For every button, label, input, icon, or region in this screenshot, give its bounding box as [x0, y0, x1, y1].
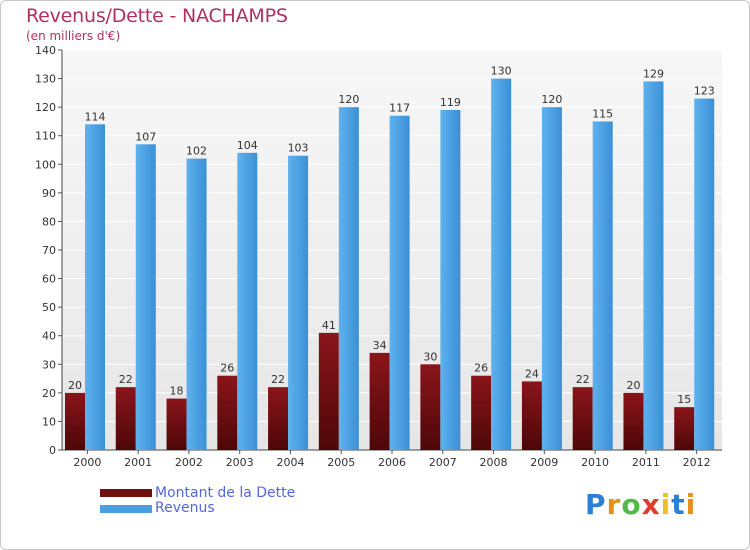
data-label-dette: 15: [677, 393, 691, 406]
y-tick-label: 80: [42, 215, 56, 228]
logo-letter: P: [585, 488, 607, 521]
bar-revenus: [592, 121, 613, 450]
data-label-revenus: 114: [85, 110, 106, 123]
bar-dette: [369, 352, 390, 450]
legend-label-revenus: Revenus: [155, 500, 215, 516]
x-tick-label: 2000: [73, 456, 101, 469]
data-label-revenus: 120: [338, 93, 359, 106]
bar-revenus: [135, 144, 156, 451]
data-label-dette: 22: [119, 373, 133, 386]
data-label-dette: 24: [525, 367, 539, 380]
y-tick-label: 90: [42, 187, 56, 200]
data-label-dette: 26: [474, 362, 488, 375]
bar-dette: [674, 407, 695, 450]
bar-dette: [65, 392, 85, 450]
bar-dette: [115, 387, 136, 450]
chart-subtitle: (en milliers d'€): [26, 29, 121, 43]
bar-revenus: [440, 110, 461, 450]
y-tick-label: 140: [35, 44, 56, 57]
bar-dette: [471, 375, 492, 450]
x-tick-label: 2005: [327, 456, 355, 469]
y-tick-label: 10: [42, 415, 56, 428]
y-tick-label: 130: [35, 73, 56, 86]
data-label-dette: 20: [626, 379, 640, 392]
logo-letter: x: [641, 488, 661, 521]
data-label-revenus: 130: [491, 65, 512, 78]
y-tick-label: 120: [35, 101, 56, 114]
data-label-dette: 30: [423, 350, 437, 363]
y-tick-label: 20: [42, 387, 56, 400]
x-tick-label: 2002: [175, 456, 203, 469]
data-label-revenus: 123: [694, 85, 715, 98]
bar-revenus: [389, 115, 410, 450]
x-tick-label: 2007: [429, 456, 457, 469]
bar-dette: [217, 375, 238, 450]
bar-revenus: [541, 107, 562, 451]
bar-dette: [420, 364, 441, 450]
data-label-revenus: 119: [440, 96, 461, 109]
logo-letter: i: [685, 488, 697, 521]
x-tick-label: 2006: [378, 456, 406, 469]
y-tick-label: 0: [49, 444, 56, 457]
data-label-revenus: 115: [592, 107, 613, 120]
data-label-revenus: 120: [541, 93, 562, 106]
bar-revenus: [186, 158, 207, 451]
data-label-dette: 22: [576, 373, 590, 386]
bar-dette: [521, 381, 542, 450]
legend-label-dette: Montant de la Dette: [155, 485, 296, 501]
y-tick-label: 50: [42, 301, 56, 314]
data-label-dette: 34: [373, 339, 387, 352]
data-label-dette: 18: [170, 385, 184, 398]
logo-letter: o: [621, 488, 642, 521]
y-tick-label: 40: [42, 330, 56, 343]
chart-title: Revenus/Dette - NACHAMPS: [26, 5, 288, 27]
x-tick-label: 2009: [530, 456, 558, 469]
y-tick-label: 100: [35, 158, 56, 171]
y-tick-label: 30: [42, 358, 56, 371]
x-tick-label: 2004: [276, 456, 304, 469]
bar-dette: [318, 332, 339, 450]
data-label-dette: 22: [271, 373, 285, 386]
x-tick-label: 2012: [683, 456, 711, 469]
data-label-dette: 26: [220, 362, 234, 375]
data-label-dette: 41: [322, 319, 336, 332]
legend-swatch-dette: [100, 489, 152, 497]
y-tick-label: 110: [35, 130, 56, 143]
data-label-revenus: 117: [389, 102, 410, 115]
logo-letter: i: [660, 488, 672, 521]
y-tick-label: 70: [42, 244, 56, 257]
x-tick-label: 2001: [124, 456, 152, 469]
proxiti-logo: Proxiti: [585, 488, 696, 521]
bar-dette: [572, 387, 593, 450]
bar-revenus: [85, 124, 105, 451]
logo-letter: t: [671, 488, 686, 521]
bar-dette: [268, 387, 289, 450]
bar-revenus: [491, 78, 512, 451]
data-label-revenus: 104: [237, 139, 258, 152]
legend-swatch-revenus: [100, 505, 152, 513]
y-tick-label: 60: [42, 273, 56, 286]
x-tick-label: 2003: [226, 456, 254, 469]
bar-dette: [623, 392, 644, 450]
data-label-revenus: 107: [135, 130, 156, 143]
data-label-revenus: 129: [643, 67, 664, 80]
data-label-dette: 20: [68, 379, 82, 392]
data-label-revenus: 103: [288, 142, 309, 155]
x-tick-label: 2011: [632, 456, 660, 469]
logo-letter: r: [606, 488, 622, 521]
bar-revenus: [288, 155, 309, 450]
bar-dette: [166, 398, 187, 450]
bar-revenus: [643, 81, 664, 450]
data-label-revenus: 102: [186, 145, 207, 158]
x-tick-label: 2010: [581, 456, 609, 469]
bar-revenus: [237, 152, 258, 450]
x-tick-label: 2008: [480, 456, 508, 469]
bar-revenus: [694, 98, 715, 451]
bar-revenus: [338, 107, 359, 451]
